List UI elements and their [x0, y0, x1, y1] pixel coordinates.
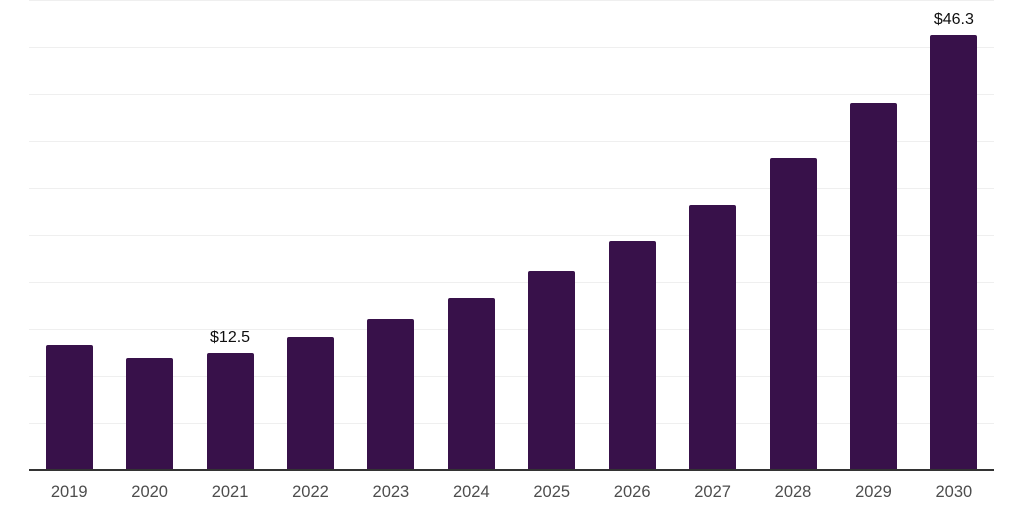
bar-slot-2023	[351, 0, 431, 470]
bar-2024	[447, 297, 495, 470]
gridline-y-5	[29, 422, 994, 424]
x-tick-label-2028: 2028	[774, 483, 812, 501]
x-tick-label-2029: 2029	[855, 483, 892, 501]
data-label-2021: $12.5	[210, 328, 251, 346]
x-tick-label-2022: 2022	[292, 483, 329, 501]
bar-slot-2027	[672, 0, 752, 470]
bar-2026	[608, 240, 656, 470]
bar-slot-2029	[833, 0, 913, 470]
x-axis-line	[29, 469, 994, 471]
bar-slot-2024	[431, 0, 511, 470]
bar-slot-2020	[109, 0, 189, 470]
x-tick-label-2030: 2030	[935, 483, 973, 501]
bar-2027	[689, 204, 737, 470]
gridline-y-25	[29, 234, 994, 236]
bar-slot-2030: $46.3	[914, 0, 994, 470]
plot-area: $12.5 $46.3	[29, 0, 994, 471]
gridline-y-15	[29, 328, 994, 330]
bar-2029	[849, 103, 897, 470]
bar-slot-2022	[270, 0, 350, 470]
gridline-y-40	[29, 93, 994, 95]
bar-2020	[126, 358, 174, 470]
x-tick-label-2026: 2026	[613, 483, 651, 501]
x-tick-label-2021: 2021	[211, 483, 249, 501]
bar-series: $12.5 $46.3	[29, 0, 994, 470]
x-tick-label-2019: 2019	[50, 483, 88, 501]
bar-2030	[930, 34, 978, 470]
bar-2028	[769, 157, 817, 470]
gridline-y-45	[29, 46, 994, 48]
bar-slot-2028	[753, 0, 833, 470]
x-tick-label-2020: 2020	[131, 483, 168, 501]
x-tick-label-2027: 2027	[694, 483, 731, 501]
gridline-y-10	[29, 375, 994, 377]
bar-slot-2019	[29, 0, 109, 470]
bar-2025	[528, 270, 576, 470]
bar-2023	[367, 318, 415, 470]
x-tick-label-2024: 2024	[452, 483, 490, 501]
x-axis-tick-labels: 2019 2020 2021 2022 2023 2024 2025 2026 2027 2028…	[29, 483, 994, 502]
bar-2021	[206, 352, 254, 470]
gridline-y-50	[29, 0, 994, 1]
x-tick-label-2023: 2023	[372, 483, 410, 501]
bar-2019	[45, 344, 93, 470]
data-label-2030: $46.3	[933, 10, 974, 28]
bar-slot-2025	[512, 0, 592, 470]
gridline-y-35	[29, 140, 994, 142]
bar-slot-2026	[592, 0, 672, 470]
bar-2022	[286, 336, 334, 470]
bar-slot-2021: $12.5	[190, 0, 270, 470]
x-tick-label-2025: 2025	[533, 483, 571, 501]
gridline-y-20	[29, 281, 994, 283]
gridline-y-30	[29, 187, 994, 189]
